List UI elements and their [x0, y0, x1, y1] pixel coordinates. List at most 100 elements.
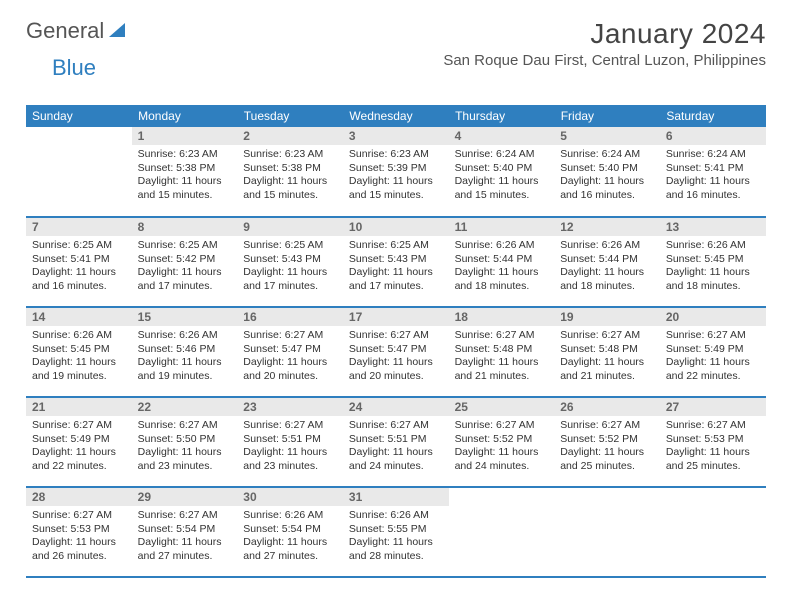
calendar-cell: 13Sunrise: 6:26 AMSunset: 5:45 PMDayligh…	[660, 217, 766, 307]
day-number: 19	[554, 308, 660, 326]
day-number: 21	[26, 398, 132, 416]
day-details: Sunrise: 6:25 AMSunset: 5:43 PMDaylight:…	[343, 236, 449, 297]
day-details: Sunrise: 6:27 AMSunset: 5:49 PMDaylight:…	[660, 326, 766, 387]
day-details: Sunrise: 6:27 AMSunset: 5:47 PMDaylight:…	[237, 326, 343, 387]
sunrise-line: Sunrise: 6:26 AM	[560, 239, 654, 253]
day-number: 20	[660, 308, 766, 326]
daylight-line: Daylight: 11 hours and 15 minutes.	[455, 175, 549, 202]
day-number: 10	[343, 218, 449, 236]
day-number: 28	[26, 488, 132, 506]
daylight-line: Daylight: 11 hours and 15 minutes.	[243, 175, 337, 202]
logo: General	[26, 18, 127, 44]
sunset-line: Sunset: 5:38 PM	[243, 162, 337, 176]
sunrise-line: Sunrise: 6:25 AM	[138, 239, 232, 253]
day-number: 7	[26, 218, 132, 236]
sunrise-line: Sunrise: 6:26 AM	[455, 239, 549, 253]
logo-word2: Blue	[52, 55, 792, 81]
sunset-line: Sunset: 5:40 PM	[560, 162, 654, 176]
day-details: Sunrise: 6:24 AMSunset: 5:40 PMDaylight:…	[554, 145, 660, 206]
sunrise-line: Sunrise: 6:26 AM	[666, 239, 760, 253]
day-number: 15	[132, 308, 238, 326]
day-number: 14	[26, 308, 132, 326]
calendar-cell: 2 Sunrise: 6:23 AMSunset: 5:38 PMDaylight…	[237, 127, 343, 217]
sunrise-line: Sunrise: 6:23 AM	[243, 148, 337, 162]
calendar-cell: 28Sunrise: 6:27 AMSunset: 5:53 PMDayligh…	[26, 487, 132, 577]
calendar-cell: 24Sunrise: 6:27 AMSunset: 5:51 PMDayligh…	[343, 397, 449, 487]
calendar-table: SundayMondayTuesdayWednesdayThursdayFrid…	[26, 105, 766, 578]
sunset-line: Sunset: 5:43 PM	[243, 253, 337, 267]
day-details: Sunrise: 6:26 AMSunset: 5:44 PMDaylight:…	[449, 236, 555, 297]
day-details: Sunrise: 6:25 AMSunset: 5:42 PMDaylight:…	[132, 236, 238, 297]
calendar-cell: 12Sunrise: 6:26 AMSunset: 5:44 PMDayligh…	[554, 217, 660, 307]
sunrise-line: Sunrise: 6:26 AM	[138, 329, 232, 343]
day-details: Sunrise: 6:24 AMSunset: 5:40 PMDaylight:…	[449, 145, 555, 206]
calendar-cell: 3Sunrise: 6:23 AMSunset: 5:39 PMDaylight…	[343, 127, 449, 217]
daylight-line: Daylight: 11 hours and 18 minutes.	[560, 266, 654, 293]
calendar-row: 1Sunrise: 6:23 AMSunset: 5:38 PMDaylight…	[26, 127, 766, 217]
sunrise-line: Sunrise: 6:27 AM	[32, 509, 126, 523]
daylight-line: Daylight: 11 hours and 24 minutes.	[455, 446, 549, 473]
day-details: Sunrise: 6:27 AMSunset: 5:51 PMDaylight:…	[343, 416, 449, 477]
daylight-line: Daylight: 11 hours and 18 minutes.	[666, 266, 760, 293]
logo-word1: General	[26, 18, 104, 44]
day-details: Sunrise: 6:24 AMSunset: 5:41 PMDaylight:…	[660, 145, 766, 206]
day-number: 2	[237, 127, 343, 145]
sunrise-line: Sunrise: 6:27 AM	[455, 419, 549, 433]
daylight-line: Daylight: 11 hours and 16 minutes.	[32, 266, 126, 293]
day-details: Sunrise: 6:23 AMSunset: 5:39 PMDaylight:…	[343, 145, 449, 206]
calendar-cell: 26Sunrise: 6:27 AMSunset: 5:52 PMDayligh…	[554, 397, 660, 487]
daylight-line: Daylight: 11 hours and 26 minutes.	[32, 536, 126, 563]
sunset-line: Sunset: 5:42 PM	[138, 253, 232, 267]
sunset-line: Sunset: 5:44 PM	[455, 253, 549, 267]
calendar-cell: 20Sunrise: 6:27 AMSunset: 5:49 PMDayligh…	[660, 307, 766, 397]
calendar-cell: 18Sunrise: 6:27 AMSunset: 5:48 PMDayligh…	[449, 307, 555, 397]
day-details: Sunrise: 6:25 AMSunset: 5:43 PMDaylight:…	[237, 236, 343, 297]
sunrise-line: Sunrise: 6:27 AM	[138, 509, 232, 523]
day-number: 18	[449, 308, 555, 326]
day-details: Sunrise: 6:27 AMSunset: 5:54 PMDaylight:…	[132, 506, 238, 567]
calendar-cell: 23Sunrise: 6:27 AMSunset: 5:51 PMDayligh…	[237, 397, 343, 487]
weekday-header: Wednesday	[343, 105, 449, 127]
daylight-line: Daylight: 11 hours and 22 minutes.	[32, 446, 126, 473]
daylight-line: Daylight: 11 hours and 27 minutes.	[138, 536, 232, 563]
sunrise-line: Sunrise: 6:26 AM	[243, 509, 337, 523]
day-details: Sunrise: 6:26 AMSunset: 5:44 PMDaylight:…	[554, 236, 660, 297]
sunrise-line: Sunrise: 6:24 AM	[455, 148, 549, 162]
day-number: 8	[132, 218, 238, 236]
daylight-line: Daylight: 11 hours and 18 minutes.	[455, 266, 549, 293]
day-number: 16	[237, 308, 343, 326]
sunrise-line: Sunrise: 6:27 AM	[666, 329, 760, 343]
day-number: 23	[237, 398, 343, 416]
sunrise-line: Sunrise: 6:27 AM	[349, 329, 443, 343]
day-number: 12	[554, 218, 660, 236]
day-details: Sunrise: 6:26 AMSunset: 5:46 PMDaylight:…	[132, 326, 238, 387]
sunrise-line: Sunrise: 6:27 AM	[666, 419, 760, 433]
calendar-cell: 17Sunrise: 6:27 AMSunset: 5:47 PMDayligh…	[343, 307, 449, 397]
sunrise-line: Sunrise: 6:27 AM	[138, 419, 232, 433]
sunrise-line: Sunrise: 6:24 AM	[560, 148, 654, 162]
day-number: 13	[660, 218, 766, 236]
daylight-line: Daylight: 11 hours and 17 minutes.	[349, 266, 443, 293]
calendar-row: 7Sunrise: 6:25 AMSunset: 5:41 PMDaylight…	[26, 217, 766, 307]
day-details: Sunrise: 6:27 AMSunset: 5:52 PMDaylight:…	[554, 416, 660, 477]
daylight-line: Daylight: 11 hours and 16 minutes.	[666, 175, 760, 202]
sunset-line: Sunset: 5:53 PM	[666, 433, 760, 447]
day-number: 29	[132, 488, 238, 506]
sunset-line: Sunset: 5:47 PM	[349, 343, 443, 357]
daylight-line: Daylight: 11 hours and 17 minutes.	[138, 266, 232, 293]
day-number: 26	[554, 398, 660, 416]
calendar-cell: 8Sunrise: 6:25 AMSunset: 5:42 PMDaylight…	[132, 217, 238, 307]
calendar-cell	[26, 127, 132, 217]
sunset-line: Sunset: 5:44 PM	[560, 253, 654, 267]
calendar-cell	[449, 487, 555, 577]
sunset-line: Sunset: 5:54 PM	[243, 523, 337, 537]
sunset-line: Sunset: 5:51 PM	[349, 433, 443, 447]
calendar-cell: 27Sunrise: 6:27 AMSunset: 5:53 PMDayligh…	[660, 397, 766, 487]
sunset-line: Sunset: 5:49 PM	[666, 343, 760, 357]
daylight-line: Daylight: 11 hours and 19 minutes.	[138, 356, 232, 383]
daylight-line: Daylight: 11 hours and 22 minutes.	[666, 356, 760, 383]
day-details: Sunrise: 6:26 AMSunset: 5:45 PMDaylight:…	[26, 326, 132, 387]
daylight-line: Daylight: 11 hours and 23 minutes.	[138, 446, 232, 473]
calendar-cell: 31Sunrise: 6:26 AMSunset: 5:55 PMDayligh…	[343, 487, 449, 577]
daylight-line: Daylight: 11 hours and 27 minutes.	[243, 536, 337, 563]
